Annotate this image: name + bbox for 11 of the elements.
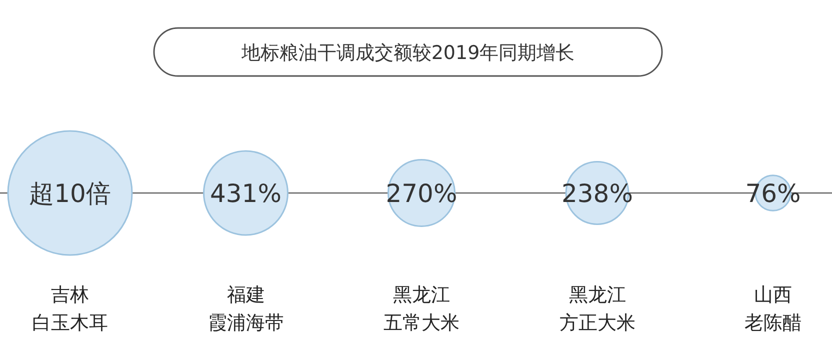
data-label: 270% [386,179,458,208]
data-label: 431% [210,179,282,208]
category-label: 黑龙江五常大米 [384,284,460,334]
data-label: 超10倍 [29,179,111,208]
category-label: 黑龙江方正大米 [559,284,636,334]
category-label: 吉林白玉木耳 [32,284,108,334]
text: 地标粮油干调成交额较2019年同期增长 [240,42,575,64]
category-label: 山西老陈醋 [744,284,802,334]
data-label: 76% [745,179,801,208]
category-label: 福建霞浦海带 [208,284,284,334]
data-label: 238% [562,179,633,208]
